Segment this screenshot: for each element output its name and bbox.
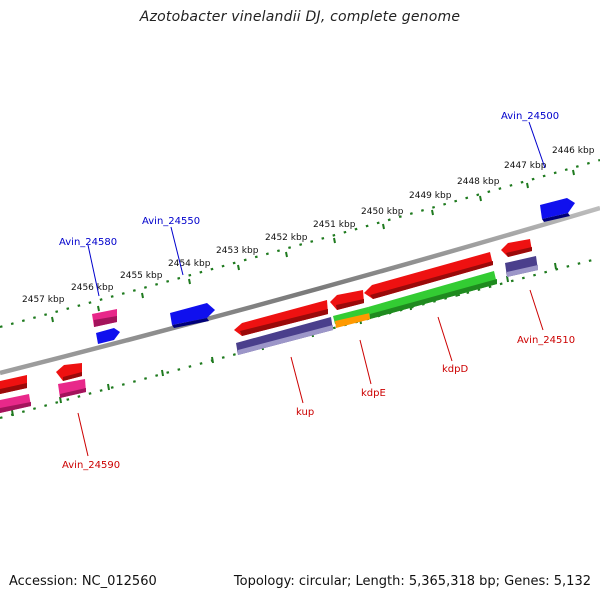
callout-avin-24500 bbox=[528, 121, 546, 169]
gene-kdpe-red[interactable] bbox=[330, 290, 364, 310]
gene-kdpd-green[interactable] bbox=[368, 271, 497, 319]
label-kdpd: kdpD bbox=[442, 364, 468, 375]
gene-left-red[interactable] bbox=[0, 375, 27, 394]
gene-avin-24590-red[interactable] bbox=[56, 363, 82, 381]
tick-label: 2446 kbp bbox=[552, 146, 595, 156]
label-avin-24500: Avin_24500 bbox=[501, 111, 559, 122]
callout-kdpd bbox=[437, 316, 453, 362]
callout-avin-24590 bbox=[77, 412, 89, 457]
tick-label: 2448 kbp bbox=[457, 177, 500, 187]
tick-label: 2453 kbp bbox=[216, 246, 259, 256]
label-avin-24510: Avin_24510 bbox=[517, 335, 575, 346]
tick-label: 2451 kbp bbox=[313, 220, 356, 230]
gene-avin-24510-purple[interactable] bbox=[505, 256, 538, 277]
gene-avin-24510-red[interactable] bbox=[501, 239, 532, 257]
gene-kup-purple[interactable] bbox=[236, 317, 333, 355]
label-kup: kup bbox=[296, 407, 314, 418]
label-avin-24550: Avin_24550 bbox=[142, 216, 200, 227]
callout-avin-24580 bbox=[87, 244, 100, 297]
callout-kup bbox=[290, 356, 304, 404]
tick-label: 2447 kbp bbox=[504, 161, 547, 171]
gene-avin-24580-blue[interactable] bbox=[96, 328, 120, 344]
label-avin-24590: Avin_24590 bbox=[62, 460, 120, 471]
gene-avin-24580-top[interactable] bbox=[92, 309, 117, 327]
map-title: Azotobacter vinelandii DJ, complete geno… bbox=[139, 9, 461, 25]
gene-avin-24590-pink[interactable] bbox=[58, 379, 86, 398]
gene-kup-red[interactable] bbox=[234, 300, 328, 336]
tick-label: 2449 kbp bbox=[409, 191, 452, 201]
gene-left-pink[interactable] bbox=[0, 394, 31, 413]
scale-track-upper bbox=[0, 158, 600, 329]
accession-text: Accession: NC_012560 bbox=[9, 574, 157, 589]
tick-label: 2454 kbp bbox=[168, 259, 211, 269]
genome-summary-text: Topology: circular; Length: 5,365,318 bp… bbox=[233, 574, 591, 589]
label-avin-24580: Avin_24580 bbox=[59, 237, 117, 248]
tick-label: 2457 kbp bbox=[22, 295, 65, 305]
callout-avin-24550 bbox=[170, 226, 184, 276]
gene-avin-24550[interactable] bbox=[170, 303, 215, 328]
genome-backbone bbox=[0, 205, 600, 376]
tick-label: 2455 kbp bbox=[120, 271, 163, 281]
tick-label: 2452 kbp bbox=[265, 233, 308, 243]
gene-kdpe-green-orange[interactable] bbox=[333, 307, 371, 328]
gene-kdpd-red[interactable] bbox=[364, 252, 493, 299]
label-kdpe: kdpE bbox=[361, 388, 386, 399]
gene-avin-24500[interactable] bbox=[540, 198, 575, 222]
major-ticks bbox=[51, 169, 575, 323]
callout-avin-24510 bbox=[529, 289, 544, 331]
tick-label: 2450 kbp bbox=[361, 207, 404, 217]
callout-kdpe bbox=[359, 339, 372, 385]
tick-label: 2456 kbp bbox=[71, 283, 114, 293]
